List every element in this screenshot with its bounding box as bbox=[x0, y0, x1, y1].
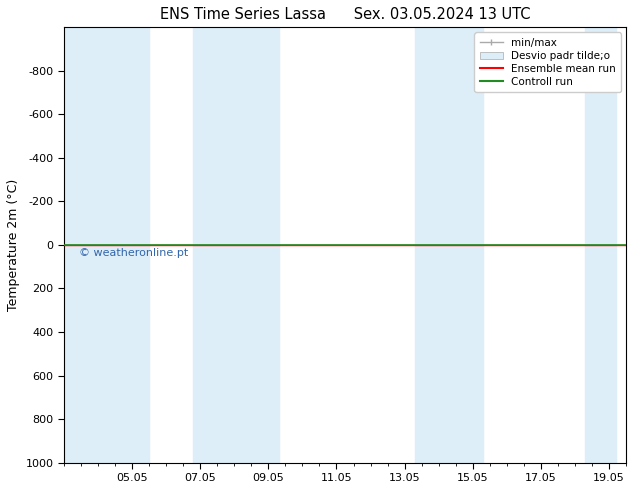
Y-axis label: Temperature 2m (°C): Temperature 2m (°C) bbox=[7, 179, 20, 311]
Bar bbox=[585, 27, 616, 463]
Legend: min/max, Desvio padr tilde;o, Ensemble mean run, Controll run: min/max, Desvio padr tilde;o, Ensemble m… bbox=[474, 32, 621, 92]
Title: ENS Time Series Lassa      Sex. 03.05.2024 13 UTC: ENS Time Series Lassa Sex. 03.05.2024 13… bbox=[160, 7, 530, 22]
Text: © weatheronline.pt: © weatheronline.pt bbox=[79, 248, 188, 258]
Bar bbox=[64, 27, 149, 463]
Bar bbox=[415, 27, 483, 463]
Bar bbox=[193, 27, 278, 463]
